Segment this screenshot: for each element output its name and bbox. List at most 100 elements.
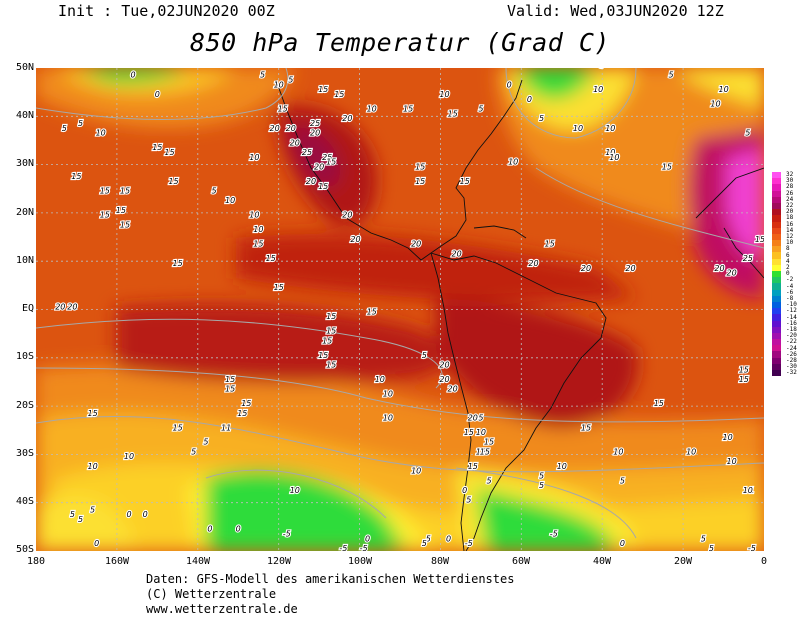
legend-swatch — [772, 246, 781, 253]
temperature-label: 5 — [62, 124, 67, 133]
legend-value: 12 — [786, 233, 794, 240]
credit-copyright: (C) Wetterzentrale — [146, 587, 277, 601]
temperature-label: 15 — [480, 447, 490, 456]
legend-value: -24 — [786, 344, 797, 352]
temperature-label: -5 — [748, 544, 756, 551]
temperature-fill — [36, 68, 764, 551]
temperature-label: 20 — [55, 303, 65, 312]
init-time: Init : Tue,02JUN2020 00Z — [58, 2, 275, 20]
legend-value: -26 — [786, 350, 797, 358]
temperature-label: -5 — [550, 530, 558, 539]
temperature-label: 20 — [448, 385, 458, 394]
legend-swatch — [772, 233, 781, 241]
credit-url[interactable]: www.wetterzentrale.de — [146, 602, 298, 616]
coastlines — [275, 79, 764, 551]
legend-swatch — [772, 190, 781, 197]
legend-swatch — [772, 240, 781, 247]
temperature-label: 0 — [236, 525, 241, 534]
temperature-label: 0 — [155, 90, 160, 99]
legend-value: 18 — [786, 214, 794, 222]
temperature-label: 20 — [727, 269, 737, 278]
temperature-label: -5 — [360, 544, 368, 551]
temperature-label: 5 — [668, 71, 673, 80]
temperature-label: 20 — [270, 124, 280, 133]
temperature-label: 20 — [468, 414, 478, 423]
lat-label: 20N — [15, 207, 34, 218]
temperature-label: 15 — [484, 438, 494, 447]
temperature-label: 15 — [448, 109, 458, 118]
lon-label: 20W — [673, 556, 693, 567]
temperature-label: 10 — [383, 414, 393, 423]
legend-swatch — [772, 370, 781, 377]
temperature-label: 15 — [225, 375, 235, 384]
legend-swatch — [772, 308, 781, 315]
temperature-label: 20 — [306, 177, 316, 186]
temperature-label: -5 — [339, 544, 347, 551]
temperature-label: 20 — [528, 259, 538, 268]
legend-value: 10 — [786, 239, 794, 247]
temperature-label: 20 — [350, 235, 360, 244]
temperature-label: 15 — [318, 182, 328, 191]
temperature-label: 15 — [755, 235, 764, 244]
legend-value: 24 — [786, 195, 794, 203]
temperature-label: 20 — [439, 375, 449, 384]
temperature-label: 5 — [191, 447, 196, 456]
temperature-label: 20 — [581, 264, 591, 273]
legend-value: 4 — [786, 257, 790, 265]
legend-swatch — [772, 252, 781, 259]
lat-label: 50N — [15, 62, 34, 73]
lon-label: 160W — [104, 556, 130, 567]
temperature-label: 15 — [545, 240, 555, 249]
temperature-label: 25 — [310, 119, 320, 128]
legend-value: -28 — [786, 357, 797, 364]
legend-value: 32 — [786, 171, 794, 178]
temperature-label: 10 — [124, 452, 134, 461]
temperature-label: 10 — [249, 211, 259, 220]
temperature-label: 15 — [237, 409, 247, 418]
grid-lines — [36, 68, 764, 551]
temperature-label: 5 — [78, 515, 83, 524]
temperature-label: 15 — [476, 447, 486, 456]
legend-swatch — [772, 332, 781, 340]
temperature-label: 15 — [173, 259, 183, 268]
legend-value: -12 — [786, 307, 797, 315]
legend-value: 20 — [786, 208, 794, 216]
legend-value: -10 — [786, 301, 797, 309]
map-title: 850 hPa Temperatur (Grad C) — [190, 28, 610, 57]
legend-swatch — [772, 301, 781, 309]
legend-value: -20 — [786, 332, 797, 340]
temperature-label: 15 — [100, 211, 110, 220]
legend-value: -22 — [786, 338, 797, 346]
temperature-label: 15 — [152, 143, 162, 152]
legend-swatch — [772, 172, 781, 179]
lat-label: 50S — [15, 544, 34, 555]
temperature-label: -5 — [283, 530, 291, 539]
temperature-label: 15 — [266, 254, 276, 263]
temperature-label: 15 — [739, 365, 749, 374]
temperature-label: 20 — [314, 162, 324, 171]
temperature-label: 15 — [116, 206, 126, 215]
temperature-label: 15 — [322, 336, 332, 345]
legend-swatch — [772, 351, 781, 358]
temperature-label: 15 — [173, 423, 183, 432]
temperature-label: 15 — [241, 399, 251, 408]
temperature-label: 15 — [581, 423, 591, 432]
temperature-label: 15 — [326, 327, 336, 336]
legend-value: 14 — [786, 226, 794, 234]
temperature-label: 20 — [439, 361, 449, 370]
temperature-label: 25 — [302, 148, 312, 157]
temperature-label: 15 — [654, 399, 664, 408]
lat-label: 40S — [15, 496, 34, 507]
legend-value: 26 — [786, 189, 794, 197]
temperature-label: 10 — [686, 447, 696, 456]
lat-label: EQ — [21, 303, 34, 314]
temperature-label: 10 — [96, 129, 106, 138]
temperature-label: 5 — [78, 119, 83, 128]
temperature-labels: 0055101515101510155005510101051010551015… — [54, 68, 764, 551]
temperature-label: 5 — [478, 105, 483, 114]
legend-swatch — [772, 339, 781, 346]
temperature-label: 5 — [745, 129, 750, 138]
legend-value: -4 — [786, 282, 794, 290]
temperature-label: 15 — [168, 177, 178, 186]
temperature-label: 15 — [739, 375, 749, 384]
